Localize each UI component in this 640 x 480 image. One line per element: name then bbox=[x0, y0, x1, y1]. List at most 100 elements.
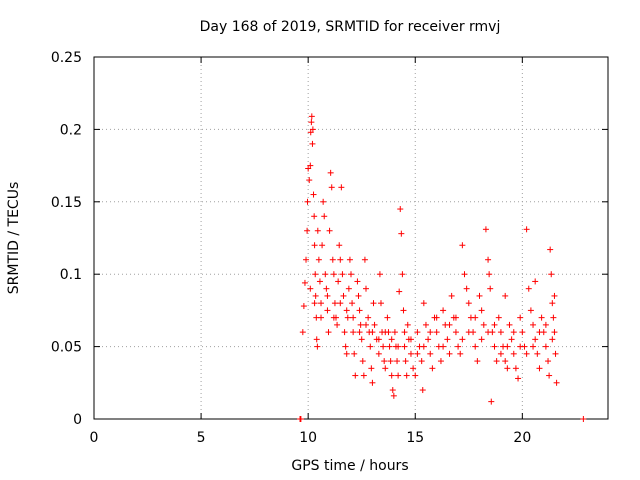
data-point bbox=[306, 177, 313, 184]
data-point bbox=[335, 278, 342, 285]
data-point bbox=[465, 300, 472, 307]
data-point bbox=[485, 329, 492, 336]
data-point bbox=[545, 358, 552, 365]
data-point bbox=[300, 303, 307, 310]
data-point bbox=[318, 300, 325, 307]
data-point bbox=[422, 321, 429, 328]
data-point bbox=[407, 350, 414, 357]
data-point bbox=[580, 416, 587, 422]
data-point bbox=[510, 350, 517, 357]
data-point bbox=[299, 329, 306, 336]
data-point bbox=[391, 329, 398, 336]
data-point bbox=[369, 379, 376, 386]
data-point bbox=[308, 119, 315, 126]
data-point bbox=[312, 292, 319, 299]
data-point bbox=[433, 329, 440, 336]
data-point bbox=[376, 271, 383, 278]
data-point bbox=[404, 321, 411, 328]
data-point bbox=[536, 365, 543, 372]
data-point bbox=[330, 314, 337, 321]
data-point bbox=[358, 336, 365, 343]
data-point bbox=[553, 379, 560, 386]
data-point bbox=[356, 307, 363, 314]
data-point bbox=[350, 314, 357, 321]
data-point bbox=[446, 321, 453, 328]
data-point bbox=[530, 343, 537, 350]
data-point bbox=[491, 321, 498, 328]
data-point bbox=[400, 307, 407, 314]
data-point bbox=[457, 350, 464, 357]
x-axis-label: GPS time / hours bbox=[291, 458, 408, 474]
data-point bbox=[345, 285, 352, 292]
axis-ticks: 0 0.05 0.1 0.15 0.2 0.25 0 5 10 15 20 bbox=[51, 50, 608, 446]
data-point bbox=[309, 126, 316, 133]
x-tick-label: 0 bbox=[90, 430, 99, 446]
data-point bbox=[397, 206, 404, 213]
data-point bbox=[329, 256, 336, 263]
data-point bbox=[532, 278, 539, 285]
data-point bbox=[367, 343, 374, 350]
data-point bbox=[452, 314, 459, 321]
data-point bbox=[338, 184, 345, 191]
y-tick-label: 0.1 bbox=[60, 267, 82, 283]
data-point bbox=[307, 285, 314, 292]
data-point bbox=[497, 350, 504, 357]
data-point bbox=[324, 292, 331, 299]
x-tick-label: 20 bbox=[513, 430, 531, 446]
data-point bbox=[512, 365, 519, 372]
data-point bbox=[523, 350, 530, 357]
y-axis-label: SRMTID / TECUs bbox=[6, 182, 22, 295]
data-point bbox=[313, 336, 320, 343]
data-point bbox=[375, 350, 382, 357]
data-point bbox=[446, 350, 453, 357]
data-point bbox=[497, 329, 504, 336]
data-point bbox=[547, 246, 554, 253]
data-point bbox=[321, 213, 328, 220]
data-point bbox=[476, 292, 483, 299]
y-tick-label: 0 bbox=[73, 412, 82, 428]
data-point bbox=[382, 329, 389, 336]
data-point bbox=[530, 321, 537, 328]
data-point bbox=[325, 329, 332, 336]
data-point bbox=[448, 292, 455, 299]
data-point bbox=[334, 321, 341, 328]
data-point bbox=[316, 278, 323, 285]
data-point bbox=[375, 336, 382, 343]
data-point bbox=[420, 300, 427, 307]
data-point bbox=[502, 292, 509, 299]
data-point bbox=[350, 329, 357, 336]
data-point bbox=[346, 256, 353, 263]
data-point bbox=[478, 307, 485, 314]
data-point bbox=[552, 350, 559, 357]
data-point bbox=[459, 242, 466, 249]
data-point bbox=[318, 314, 325, 321]
data-point bbox=[508, 336, 515, 343]
data-point bbox=[368, 365, 375, 372]
data-point bbox=[381, 358, 388, 365]
data-point bbox=[357, 321, 364, 328]
data-point bbox=[307, 162, 314, 169]
data-point bbox=[311, 213, 318, 220]
data-point bbox=[301, 279, 308, 286]
data-point bbox=[384, 314, 391, 321]
data-point bbox=[482, 226, 489, 233]
data-point bbox=[331, 300, 338, 307]
x-tick-label: 10 bbox=[299, 430, 317, 446]
data-point bbox=[395, 343, 402, 350]
data-point bbox=[380, 343, 387, 350]
data-point bbox=[437, 358, 444, 365]
data-point bbox=[382, 365, 389, 372]
data-point bbox=[472, 343, 479, 350]
data-point bbox=[341, 329, 348, 336]
data-point bbox=[504, 343, 511, 350]
data-point bbox=[303, 256, 310, 263]
data-point bbox=[389, 387, 396, 394]
data-point bbox=[342, 343, 349, 350]
data-point bbox=[386, 343, 393, 350]
data-point bbox=[487, 285, 494, 292]
data-point bbox=[549, 300, 556, 307]
data-point bbox=[324, 307, 331, 314]
data-point bbox=[349, 300, 356, 307]
data-point bbox=[480, 321, 487, 328]
data-point bbox=[495, 314, 502, 321]
